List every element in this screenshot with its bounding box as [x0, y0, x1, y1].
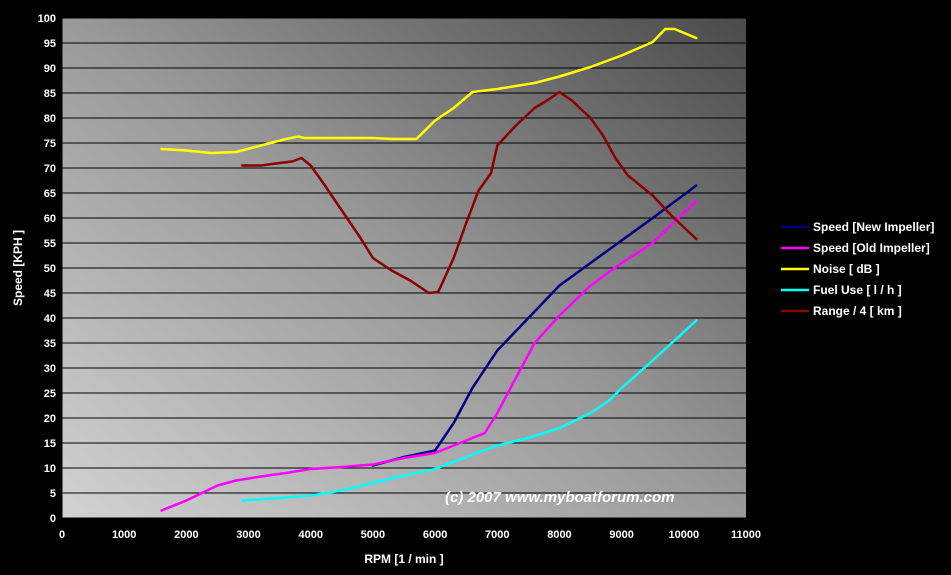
y-tick-label: 60: [44, 213, 56, 225]
x-tick-label: 9000: [609, 529, 633, 541]
y-tick-label: 10: [44, 463, 56, 475]
legend-item: Range / 4 [ km ]: [781, 304, 902, 318]
y-tick-label: 75: [44, 138, 56, 150]
legend-label: Noise [ dB ]: [813, 262, 880, 276]
legend-label: Speed [New Impeller]: [813, 220, 934, 234]
series-line-3: [160, 27, 698, 155]
y-tick-label: 100: [38, 13, 56, 25]
legend-item: Noise [ dB ]: [781, 262, 880, 276]
y-tick-label: 80: [44, 113, 56, 125]
x-tick-label: 6000: [423, 529, 447, 541]
series-line-4: [241, 319, 698, 502]
series-line-1: [371, 184, 698, 467]
y-tick-label: 5: [50, 488, 56, 500]
y-tick-label: 40: [44, 313, 56, 325]
legend-item: Speed [New Impeller]: [781, 220, 934, 234]
x-tick-label: 2000: [174, 529, 198, 541]
x-tick-label: 8000: [547, 529, 571, 541]
x-tick-label: 0: [59, 529, 65, 541]
legend-label: Speed [Old Impeller]: [813, 241, 930, 255]
y-tick-label: 85: [44, 88, 56, 100]
x-tick-label: 1000: [112, 529, 136, 541]
y-tick-label: 55: [44, 238, 56, 250]
y-tick-label: 90: [44, 63, 56, 75]
series-lines: [160, 27, 698, 512]
y-tick-label: 50: [44, 263, 56, 275]
x-tick-label: 10000: [669, 529, 700, 541]
y-axis-ticks: 0 5 10 15 20 25 30 35 40 45 50 55 60 65 70 75 80 85 90 95 10…: [38, 13, 56, 525]
y-tick-label: 25: [44, 388, 56, 400]
y-tick-label: 35: [44, 338, 56, 350]
y-tick-label: 65: [44, 188, 56, 200]
x-tick-label: 3000: [236, 529, 260, 541]
series-line-5: [241, 90, 698, 295]
series-line-2: [160, 199, 698, 512]
y-tick-label: 95: [44, 38, 56, 50]
y-axis-title: Speed [KPH ]: [11, 230, 25, 306]
x-tick-label: 11000: [731, 529, 761, 541]
x-axis-ticks: 0 1000 2000 3000 4000 5000 6000 7000 8000 9000 100…: [59, 529, 761, 541]
legend-label: Range / 4 [ km ]: [813, 304, 902, 318]
y-tick-label: 70: [44, 163, 56, 175]
y-tick-label: 45: [44, 288, 56, 300]
y-tick-label: 15: [44, 438, 56, 450]
y-tick-label: 20: [44, 413, 56, 425]
x-tick-label: 4000: [298, 529, 322, 541]
watermark: (c) 2007 www.myboatforum.com: [445, 489, 675, 506]
legend: Speed [New Impeller] Speed [Old Impeller]…: [781, 220, 934, 318]
legend-label: Fuel Use [ l / h ]: [813, 283, 902, 297]
legend-item: Fuel Use [ l / h ]: [781, 283, 902, 297]
legend-item: Speed [Old Impeller]: [781, 241, 930, 255]
y-tick-label: 0: [50, 513, 56, 525]
y-tick-label: 30: [44, 363, 56, 375]
gridlines: [61, 17, 746, 519]
x-axis-title: RPM [1 / min ]: [364, 552, 443, 566]
x-tick-label: 7000: [485, 529, 509, 541]
x-tick-label: 5000: [361, 529, 385, 541]
